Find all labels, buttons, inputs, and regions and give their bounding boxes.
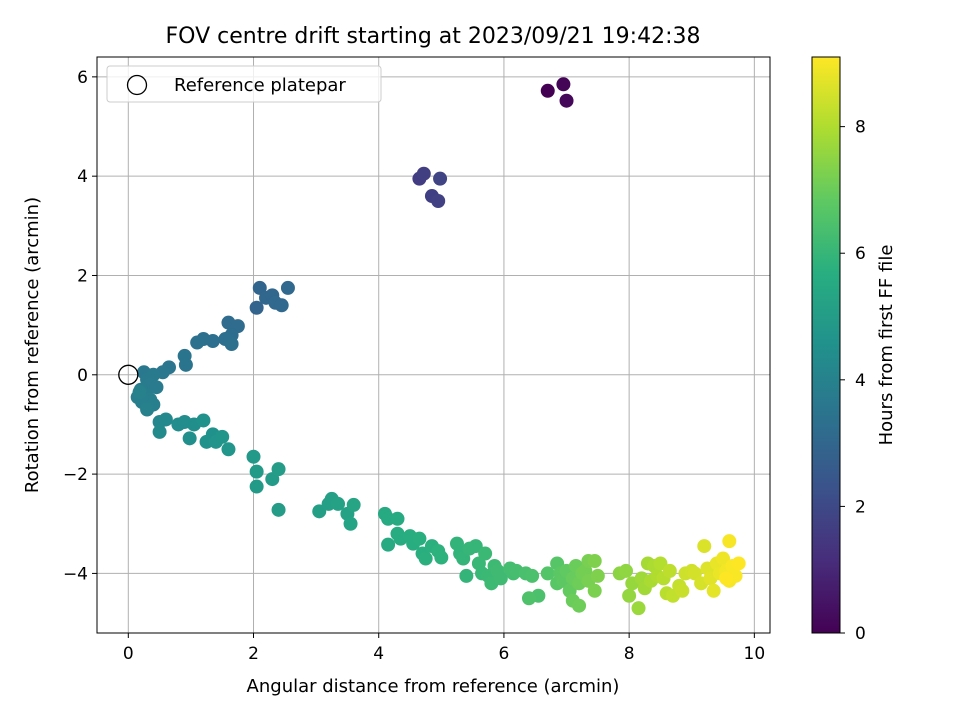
- legend: Reference platepar: [106, 65, 382, 103]
- data-point: [587, 583, 602, 598]
- legend-box: [106, 65, 382, 103]
- data-point: [152, 424, 167, 439]
- data-point: [434, 550, 449, 565]
- data-point: [722, 534, 737, 549]
- data-point: [158, 412, 173, 427]
- y-tick-label: 2: [77, 266, 88, 286]
- data-point: [280, 280, 295, 295]
- data-point: [493, 571, 508, 586]
- data-point: [249, 479, 264, 494]
- data-point: [221, 442, 236, 457]
- data-point: [271, 502, 286, 517]
- colorbar-ticks: 0 2 4 6 8: [840, 118, 866, 644]
- data-point: [697, 539, 712, 554]
- x-tick-label: 8: [624, 644, 635, 664]
- colorbar-tick-label: 0: [855, 624, 866, 644]
- colorbar-tick-label: 6: [855, 244, 866, 264]
- y-tick-label: −4: [63, 564, 88, 584]
- y-tick-label: 0: [77, 366, 88, 386]
- data-point: [346, 497, 361, 512]
- colorbar-tick-label: 8: [855, 118, 866, 138]
- data-point: [731, 556, 746, 571]
- data-point: [433, 171, 448, 186]
- x-axis-label: Angular distance from reference (arcmin): [247, 676, 620, 697]
- data-point: [331, 496, 346, 511]
- y-axis-ticks: −4 −2 0 2 4 6: [63, 68, 97, 584]
- data-point: [381, 537, 396, 552]
- x-tick-label: 4: [373, 644, 384, 664]
- data-point: [706, 583, 721, 598]
- data-point: [196, 413, 211, 428]
- data-point: [478, 546, 493, 561]
- y-tick-label: −2: [63, 465, 88, 485]
- y-tick-label: 6: [77, 68, 88, 88]
- data-point: [521, 591, 536, 606]
- x-tick-label: 2: [248, 644, 259, 664]
- colorbar-gradient: [811, 56, 841, 634]
- data-point: [182, 431, 197, 446]
- data-point: [662, 563, 677, 578]
- x-tick-label: 6: [499, 644, 510, 664]
- data-point: [540, 83, 555, 98]
- data-point: [274, 298, 289, 313]
- data-point: [215, 429, 230, 444]
- data-point: [343, 516, 358, 531]
- data-point: [246, 449, 261, 464]
- x-axis-ticks: 0 2 4 6 8 10: [123, 633, 765, 664]
- data-point: [675, 583, 690, 598]
- x-tick-label: 10: [744, 644, 766, 664]
- data-point: [572, 598, 587, 613]
- data-point: [418, 551, 433, 566]
- data-point: [716, 551, 731, 566]
- colorbar-tick-label: 4: [855, 371, 866, 391]
- x-tick-label: 0: [123, 644, 134, 664]
- data-point: [459, 568, 474, 583]
- data-point: [149, 380, 164, 395]
- chart-title: FOV centre drift starting at 2023/09/21 …: [166, 24, 701, 49]
- data-point: [587, 554, 602, 568]
- y-axis-label: Rotation from reference (arcmin): [22, 197, 43, 493]
- data-point: [249, 464, 264, 479]
- colorbar: 0 2 4 6 8 Hours from first FF file: [811, 56, 897, 644]
- data-point: [224, 337, 239, 352]
- data-point: [312, 504, 327, 519]
- data-point: [178, 357, 193, 372]
- data-point: [590, 568, 605, 583]
- data-point: [271, 462, 286, 477]
- data-point: [132, 385, 147, 400]
- plot-frame: [96, 56, 771, 634]
- data-point: [390, 511, 405, 526]
- data-point: [619, 563, 634, 578]
- scatter-points: [118, 77, 746, 616]
- data-point: [559, 93, 574, 108]
- data-point: [631, 601, 646, 616]
- data-point: [556, 77, 571, 92]
- data-point: [653, 556, 668, 571]
- colorbar-tick-label: 2: [855, 497, 866, 517]
- data-point: [622, 588, 637, 603]
- data-point: [249, 300, 264, 315]
- y-tick-label: 4: [77, 167, 88, 187]
- data-point: [412, 531, 427, 546]
- data-point: [719, 571, 734, 586]
- grid-lines: [97, 57, 770, 633]
- data-point: [468, 539, 483, 554]
- reference-platepar-marker: [118, 364, 139, 385]
- data-point: [140, 402, 155, 417]
- data-point: [525, 568, 540, 583]
- data-point: [416, 166, 431, 181]
- data-point: [540, 566, 555, 581]
- legend-label-reference: Reference platepar: [174, 75, 346, 96]
- legend-marker-reference: [126, 74, 148, 96]
- data-point: [190, 335, 205, 350]
- data-point: [431, 194, 446, 208]
- colorbar-label: Hours from first FF file: [876, 245, 897, 446]
